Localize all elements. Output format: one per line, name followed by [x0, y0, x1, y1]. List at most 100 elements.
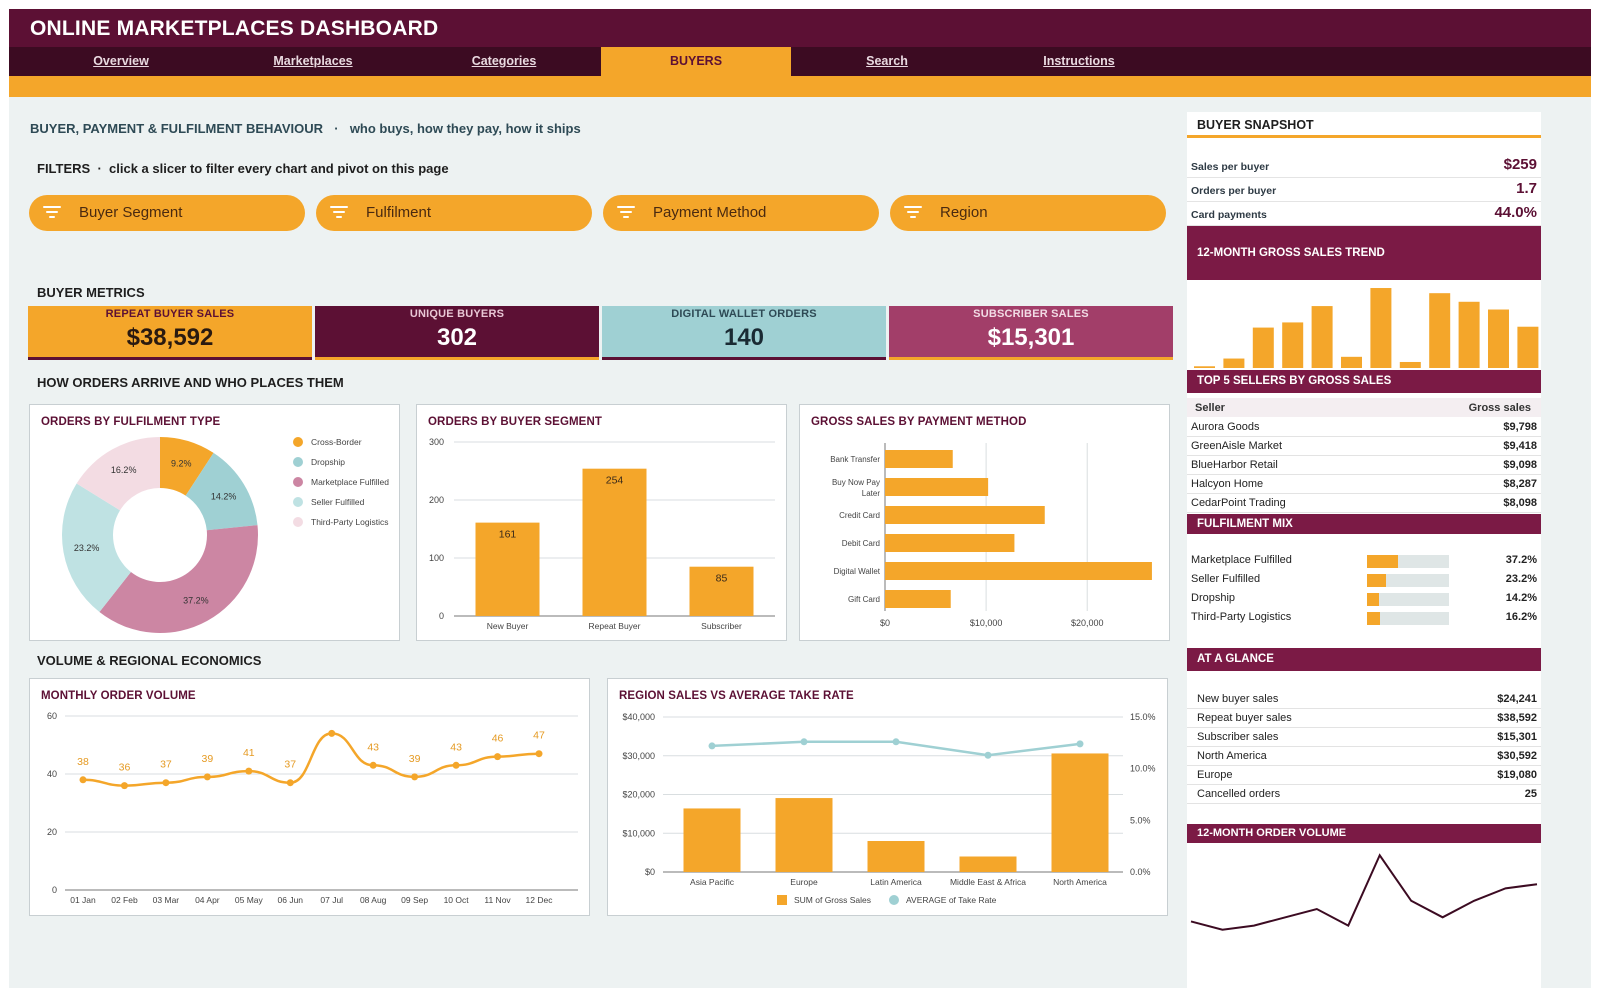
y-tick-label: Later [862, 489, 881, 498]
mix-value: 16.2% [1505, 611, 1537, 623]
tab-buyers[interactable]: BUYERS [601, 47, 791, 76]
snapshot-value: 1.7 [1516, 180, 1537, 197]
line-point [245, 767, 253, 775]
x-tick-label: 08 Aug [360, 895, 387, 905]
kpi-subscriber-sales: SUBSCRIBER SALES $15,301 [889, 306, 1173, 360]
slice-label: 37.2% [183, 595, 209, 605]
mix-bar-fill [1367, 574, 1387, 587]
x-tick-label: $0 [880, 618, 890, 628]
mix-bar-track [1367, 555, 1449, 568]
chart-title: ORDERS BY BUYER SEGMENT [428, 416, 602, 428]
bar [959, 856, 1017, 872]
point-label: 39 [202, 753, 214, 765]
seller-name: GreenAisle Market [1191, 440, 1283, 452]
bar [885, 534, 1015, 552]
point-label: 46 [492, 733, 504, 745]
x-tick-label: 03 Mar [153, 895, 180, 905]
chart-title: GROSS SALES BY PAYMENT METHOD [811, 416, 1027, 428]
table-row: CedarPoint Trading $8,098 [1187, 494, 1541, 513]
card-buyer-segment: ORDERS BY BUYER SEGMENT 0 100 200 300 161 New… [416, 404, 787, 641]
point-label: 47 [533, 730, 545, 742]
bar [582, 468, 647, 616]
x-tick-label: 05 May [235, 895, 264, 905]
glance-label: North America [1197, 750, 1267, 762]
line-point [411, 773, 419, 781]
mix-label: Dropship [1191, 592, 1236, 604]
bar-value-label: 85 [716, 573, 728, 585]
glance-row: Subscriber sales $15,301 [1187, 728, 1541, 747]
tab-overview[interactable]: Overview [93, 54, 149, 68]
kpi-value: 302 [436, 324, 478, 351]
glance-label: Cancelled orders [1197, 788, 1281, 800]
kpi-label: REPEAT BUYER SALES [105, 308, 235, 320]
filter-icon [43, 206, 61, 220]
legend-swatch [293, 477, 303, 487]
tab-instructions[interactable]: Instructions [1043, 54, 1115, 68]
trend-bar [1517, 326, 1539, 368]
kpi-label: SUBSCRIBER SALES [973, 308, 1089, 320]
y-tick-label: 20 [47, 827, 57, 837]
glance-row: Cancelled orders 25 [1187, 785, 1541, 804]
kpi-value: $15,301 [987, 324, 1075, 351]
x-tick-label: $10,000 [970, 618, 1003, 628]
y-tick-label: $0 [645, 867, 655, 877]
legend-label: Third-Party Logistics [311, 517, 388, 527]
snapshot-value: 44.0% [1494, 204, 1537, 221]
bar [1051, 753, 1109, 872]
slicer-region[interactable]: Region [890, 195, 1166, 231]
snapshot-label: Card payments [1191, 209, 1267, 221]
x-tick-label: 11 Nov [484, 895, 511, 905]
y-tick-label: Credit Card [839, 511, 880, 520]
slicer-buyer-segment[interactable]: Buyer Segment [29, 195, 305, 231]
section-volume-title: VOLUME & REGIONAL ECONOMICS [37, 653, 262, 668]
x-tick-label: Asia Pacific [690, 877, 735, 887]
tab-search[interactable]: Search [866, 54, 908, 68]
trend-bar [1341, 356, 1362, 368]
chart-title: MONTHLY ORDER VOLUME [41, 690, 196, 702]
app-title: ONLINE MARKETPLACES DASHBOARD [30, 17, 439, 40]
slicer-payment-method[interactable]: Payment Method [603, 195, 879, 231]
monthly-volume-chart: 0 20 40 60 38 01 Jan 36 02 Feb 37 03 Mar 39 04 Apr 4… [47, 711, 578, 905]
bar [689, 566, 754, 616]
trend-header: 12-MONTH GROSS SALES TREND [1187, 226, 1541, 280]
mix-value: 14.2% [1505, 592, 1537, 604]
seller-name: CedarPoint Trading [1191, 497, 1286, 509]
chart-title: REGION SALES VS AVERAGE TAKE RATE [619, 690, 854, 702]
legend-swatch [889, 895, 899, 905]
section-orders-title: HOW ORDERS ARRIVE AND WHO PLACES THEM [37, 375, 344, 390]
y-tick-label: Bank Transfer [830, 455, 880, 464]
donut-slice [61, 483, 131, 613]
y-tick-label: Digital Wallet [834, 567, 881, 576]
trend-bar [1488, 309, 1509, 368]
filter-icon [330, 206, 348, 220]
mix-value: 23.2% [1505, 573, 1537, 585]
filters-line: FILTERS · click a slicer to filter every… [37, 161, 449, 176]
slicer-fulfilment[interactable]: Fulfilment [316, 195, 592, 231]
tab-categories[interactable]: Categories [471, 54, 537, 68]
mix-row: Marketplace Fulfilled 37.2% [1187, 552, 1541, 571]
snapshot-row: Orders per buyer 1.7 [1187, 178, 1541, 202]
slicer-label: Fulfilment [366, 204, 432, 221]
table-row: BlueHarbor Retail $9,098 [1187, 456, 1541, 475]
x-tick-label: Europe [790, 877, 818, 887]
y-tick-label: 300 [429, 437, 444, 447]
glance-label: New buyer sales [1197, 693, 1279, 705]
metrics-title: BUYER METRICS [37, 285, 145, 300]
trend-bar [1252, 327, 1274, 368]
snapshot-row: Sales per buyer $259 [1187, 154, 1541, 178]
at-a-glance-header: AT A GLANCE [1187, 648, 1541, 671]
bar-value-label: 161 [499, 529, 517, 541]
slicer-label: Buyer Segment [79, 204, 183, 221]
tab-marketplaces[interactable]: Marketplaces [273, 54, 353, 68]
seller-sales: $9,798 [1503, 421, 1537, 433]
mix-label: Marketplace Fulfilled [1191, 554, 1292, 566]
point-label: 43 [450, 741, 462, 753]
line-point [1076, 740, 1084, 748]
line-point [120, 782, 128, 790]
col-seller: Seller [1195, 402, 1225, 414]
page-heading-separator: · [330, 121, 343, 136]
glance-row: Europe $19,080 [1187, 766, 1541, 785]
y-tick-label: Gift Card [848, 595, 880, 604]
filter-icon [617, 206, 635, 220]
y-tick-label: 0 [439, 611, 444, 621]
